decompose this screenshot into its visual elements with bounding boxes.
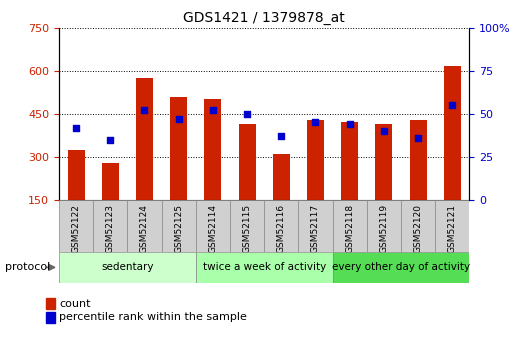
- Text: GSM52124: GSM52124: [140, 204, 149, 253]
- Bar: [239, 124, 255, 200]
- Text: GSM52121: GSM52121: [448, 204, 457, 253]
- Bar: [59, 252, 196, 283]
- Bar: [273, 154, 290, 200]
- Text: GSM52125: GSM52125: [174, 204, 183, 253]
- Text: percentile rank within the sample: percentile rank within the sample: [59, 313, 247, 322]
- Point: [174, 116, 183, 122]
- Bar: [93, 200, 127, 252]
- Bar: [68, 150, 85, 200]
- Bar: [307, 120, 324, 200]
- Bar: [136, 78, 153, 200]
- Point: [209, 108, 217, 113]
- Point: [380, 128, 388, 134]
- Point: [448, 102, 457, 108]
- Bar: [376, 124, 392, 200]
- Point: [106, 137, 114, 142]
- Text: twice a week of activity: twice a week of activity: [203, 263, 326, 272]
- Bar: [230, 200, 264, 252]
- Bar: [332, 200, 367, 252]
- Bar: [409, 120, 427, 200]
- Bar: [299, 200, 332, 252]
- Bar: [196, 252, 332, 283]
- Text: every other day of activity: every other day of activity: [332, 263, 470, 272]
- Bar: [127, 200, 162, 252]
- Point: [277, 134, 285, 139]
- Bar: [196, 200, 230, 252]
- Bar: [170, 97, 187, 200]
- Text: GSM52117: GSM52117: [311, 204, 320, 253]
- Point: [414, 135, 422, 141]
- Point: [72, 125, 80, 130]
- Text: GSM52114: GSM52114: [208, 204, 218, 253]
- Bar: [264, 200, 299, 252]
- Text: GSM52118: GSM52118: [345, 204, 354, 253]
- Point: [243, 111, 251, 117]
- Text: GSM52123: GSM52123: [106, 204, 115, 253]
- Text: GSM52116: GSM52116: [277, 204, 286, 253]
- Bar: [444, 66, 461, 200]
- Text: GSM52119: GSM52119: [380, 204, 388, 253]
- Text: GSM52115: GSM52115: [243, 204, 251, 253]
- Text: protocol: protocol: [5, 263, 50, 272]
- Point: [346, 121, 354, 127]
- Bar: [341, 122, 358, 200]
- Point: [311, 120, 320, 125]
- Title: GDS1421 / 1379878_at: GDS1421 / 1379878_at: [183, 11, 345, 25]
- Text: count: count: [59, 299, 90, 308]
- Bar: [401, 200, 435, 252]
- Bar: [435, 200, 469, 252]
- Bar: [102, 163, 119, 200]
- Text: sedentary: sedentary: [101, 263, 154, 272]
- Bar: [332, 252, 469, 283]
- Bar: [367, 200, 401, 252]
- Bar: [162, 200, 196, 252]
- Text: GSM52122: GSM52122: [72, 204, 81, 253]
- Point: [141, 108, 149, 113]
- Bar: [59, 200, 93, 252]
- Text: GSM52120: GSM52120: [413, 204, 423, 253]
- Bar: [204, 99, 222, 200]
